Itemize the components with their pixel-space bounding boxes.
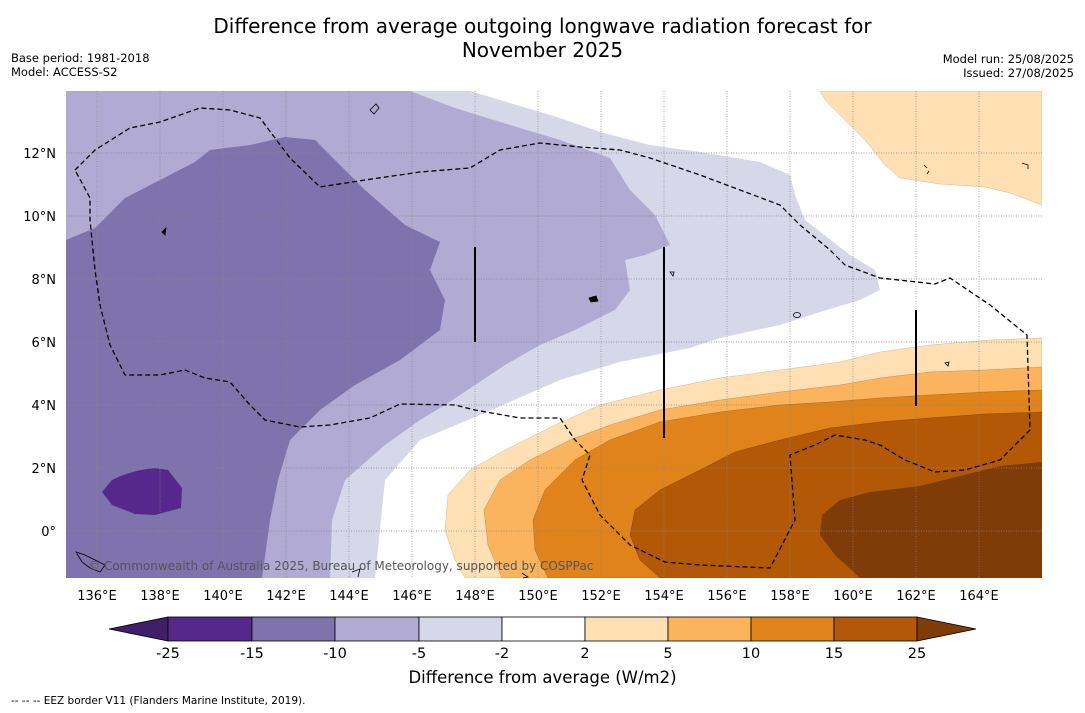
y-tick: 4°N bbox=[32, 399, 57, 414]
copyright-notice: © Commonwealth of Australia 2025, Bureau… bbox=[88, 559, 593, 573]
x-tick: 162°E bbox=[896, 589, 936, 604]
colorbar-label: -25 bbox=[156, 646, 180, 662]
colorbar-extend-high bbox=[916, 616, 977, 642]
x-tick: 160°E bbox=[833, 589, 873, 604]
band-neg-15-25 bbox=[102, 468, 182, 515]
island-marshall-1 bbox=[944, 361, 950, 367]
y-tick: 12°N bbox=[23, 147, 56, 162]
islands bbox=[75, 103, 1029, 579]
x-tick: 138°E bbox=[140, 589, 180, 604]
colorbar-label: -15 bbox=[240, 646, 264, 662]
island-png-north bbox=[75, 551, 106, 573]
colorbar bbox=[108, 616, 977, 642]
y-tick: 0° bbox=[41, 525, 56, 540]
x-tick: 154°E bbox=[644, 589, 684, 604]
title-line-2: November 2025 bbox=[461, 38, 624, 62]
model-run: Model run: 25/08/2025 bbox=[942, 52, 1074, 66]
island-kosrae bbox=[793, 312, 801, 318]
colorbar-bin bbox=[501, 616, 586, 642]
x-tick: 144°E bbox=[329, 589, 369, 604]
colorbar-bin bbox=[167, 616, 253, 642]
x-tick: 158°E bbox=[770, 589, 810, 604]
island-pohnpei bbox=[588, 295, 599, 303]
x-tick: 136°E bbox=[77, 589, 117, 604]
colorbar-labels: -25 -15 -10 -5 -2 2 5 10 15 25 bbox=[156, 646, 926, 662]
colorbar-label: -10 bbox=[323, 646, 347, 662]
anomaly-field bbox=[66, 91, 1042, 578]
colorbar-label: 2 bbox=[580, 646, 589, 662]
colorbar-label: -5 bbox=[412, 646, 426, 662]
colorbar-bin bbox=[334, 616, 420, 642]
x-tick: 164°E bbox=[959, 589, 999, 604]
band-pos-above-25 bbox=[820, 462, 1042, 578]
issued-date: Issued: 27/08/2025 bbox=[963, 66, 1074, 80]
map-title: Difference from average outgoing longwav… bbox=[0, 14, 1085, 62]
x-tick: 146°E bbox=[392, 589, 432, 604]
meta-left: Base period: 1981-2018 Model: ACCESS-S2 bbox=[11, 51, 150, 79]
island-marshall-2 bbox=[923, 162, 1029, 175]
x-tick: 150°E bbox=[518, 589, 558, 604]
x-tick: 142°E bbox=[266, 589, 306, 604]
island-bismarck bbox=[351, 568, 530, 579]
y-tick: 6°N bbox=[32, 336, 57, 351]
colorbar-label: 25 bbox=[908, 646, 926, 662]
colorbar-bin bbox=[418, 616, 503, 642]
colorbar-bin bbox=[584, 616, 669, 642]
y-axis-labels: 12°N 10°N 8°N 6°N 4°N 2°N 0° bbox=[23, 147, 56, 540]
x-tick: 140°E bbox=[203, 589, 243, 604]
y-tick: 2°N bbox=[32, 462, 57, 477]
colorbar-bin bbox=[833, 616, 918, 642]
colorbar-bin bbox=[667, 616, 752, 642]
island-guam bbox=[369, 103, 380, 115]
eez-legend-note: -- -- -- EEZ border V11 (Flanders Marine… bbox=[11, 695, 306, 707]
y-tick: 10°N bbox=[23, 210, 56, 225]
x-tick: 152°E bbox=[581, 589, 621, 604]
colorbar-bin bbox=[251, 616, 336, 642]
x-tick: 148°E bbox=[455, 589, 495, 604]
y-tick: 8°N bbox=[32, 273, 57, 288]
colorbar-label: 10 bbox=[742, 646, 760, 662]
x-tick: 156°E bbox=[707, 589, 747, 604]
marker-lines bbox=[474, 247, 917, 438]
colorbar-title: Difference from average (W/m2) bbox=[408, 668, 677, 687]
x-axis-labels: 136°E 138°E 140°E 142°E 144°E 146°E 148°… bbox=[77, 589, 999, 604]
island-chuuk bbox=[669, 271, 675, 277]
colorbar-label: -2 bbox=[495, 646, 509, 662]
colorbar-extend-low bbox=[108, 616, 169, 642]
eez-palau-fsm bbox=[74, 107, 1031, 569]
colorbar-label: 5 bbox=[663, 646, 672, 662]
colorbar-bin bbox=[750, 616, 835, 642]
title-line-1: Difference from average outgoing longwav… bbox=[213, 14, 872, 38]
base-period: Base period: 1981-2018 bbox=[11, 51, 150, 65]
meta-right: Model run: 25/08/2025 Issued: 27/08/2025 bbox=[943, 52, 1074, 80]
colorbar-label: 15 bbox=[825, 646, 843, 662]
island-yap bbox=[161, 226, 167, 236]
band-neg-10-15 bbox=[66, 137, 445, 578]
model-name: Model: ACCESS-S2 bbox=[11, 65, 118, 79]
band-pos-2-5-top bbox=[819, 91, 1042, 206]
eez-borders bbox=[74, 107, 1031, 569]
